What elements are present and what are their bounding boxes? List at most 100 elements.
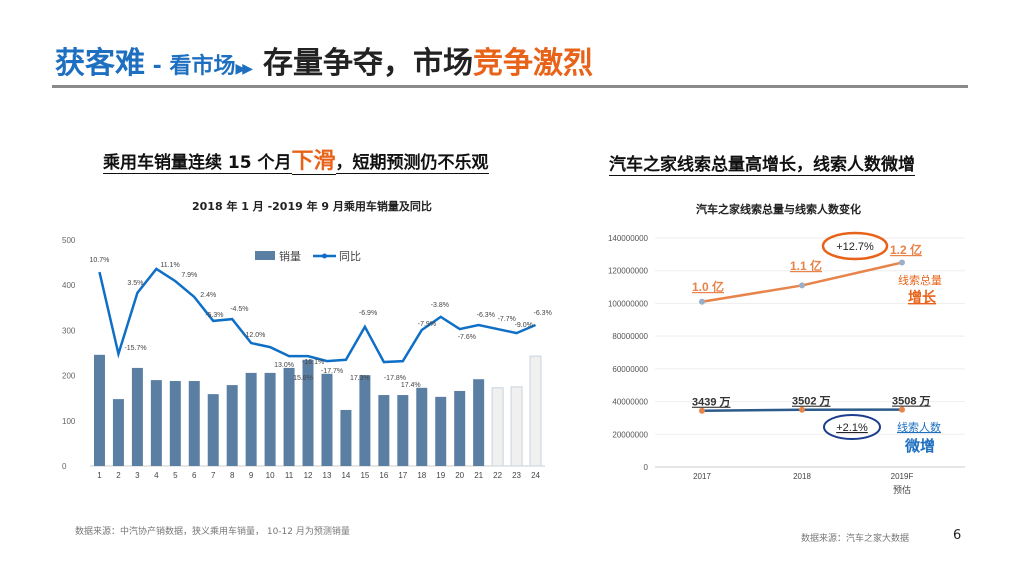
left-chart-title: 2018 年 1 月 -2019 年 9 月乘用车销量及同比 [192,200,432,213]
x-tick-label: 19 [436,471,445,480]
data-label-yoy: 10.7% [89,257,109,264]
x-tick-label: 11 [285,471,294,480]
data-label-yoy: 15.8% [293,375,313,382]
x-tick-label: 4 [154,471,159,480]
bar-sales [245,372,257,466]
bar-sales [264,372,276,466]
data-label: 1.1 亿 [790,258,822,273]
left-heading: 乘用车销量连续 15 个月下滑，短期预测仍不乐观 [103,149,533,175]
data-label-yoy: -4.5% [230,306,248,313]
x-tick-label: 2019F [891,472,914,481]
x-tick-label: 18 [417,471,426,480]
left-footnote: 数据来源：中汽协产销数据，狭义乘用车销量， 10-12 月为预测销量 [75,527,350,537]
double-arrow-icon: ▶▶ [235,61,252,77]
y-tick-label: 60000000 [612,365,648,374]
data-label-yoy: -17.7% [321,368,343,375]
bar-sales [188,381,200,466]
data-label-yoy: -15.7% [124,345,146,352]
x-tick-label: 10 [266,471,275,480]
bar-sales [93,354,105,466]
y-tick-label: 120000000 [608,267,649,276]
x-tick-label: 6 [192,471,197,480]
x-tick-label: 2018 [793,472,811,481]
data-label-yoy: 17.3% [350,375,370,382]
data-label: 3508 万 [892,395,931,408]
x-tick-label: 16 [379,471,388,480]
y-tick-label: 100 [62,417,76,426]
slide-title: 获客难 - 看市场▶▶ 存量争夺，市场竞争激烈 [55,38,593,82]
right-chart-title: 汽车之家线索总量与线索人数变化 [696,203,861,216]
data-label: 3439 万 [692,396,731,409]
data-label-yoy: -5.3% [205,312,223,319]
bar-sales [131,367,143,466]
data-label: 1.0 亿 [692,279,724,294]
page-number: 6 [953,528,962,543]
title-part3: 存量争夺，市场 [263,46,473,81]
growth-total-label: +12.7% [836,241,874,253]
x-tick-label: 21 [474,471,483,480]
data-label-yoy: -7.6% [458,334,476,341]
title-part4: 竞争激烈 [473,46,593,81]
bar-sales [340,409,352,466]
x-tick-label: 15 [360,471,369,480]
x-tick-label: 3 [135,471,140,480]
x-tick-label: 24 [531,471,540,480]
data-label: 3502 万 [792,395,831,408]
data-point [899,406,905,413]
growth-people-label: +2.1% [836,422,868,434]
data-point [899,259,905,266]
data-label-yoy: -12.0% [243,332,265,339]
bar-sales [473,379,485,466]
y-tick-label: 80000000 [612,332,648,341]
y-tick-label: 40000000 [612,398,648,407]
highlight-ellipse-people [823,414,881,440]
data-label-yoy: -3.8% [431,302,449,309]
title-part1: 获客难 [55,46,145,81]
data-label-yoy: -9.0% [515,322,533,329]
annotation-total-1: 线索总量 [898,273,942,287]
bar-sales [416,387,428,466]
data-label-yoy: -17.8% [384,375,406,382]
bar-sales [397,395,409,466]
bar-sales [169,381,181,466]
y-tick-label: 100000000 [608,299,649,308]
bar-sales [226,385,238,466]
annotation-people-2: 微增 [904,437,935,455]
data-point [799,282,805,289]
y-tick-label: 400 [62,281,76,290]
data-label-yoy: 3.5% [127,280,143,287]
y-tick-label: 300 [62,326,76,335]
title-part2: - 看市场 [145,54,236,79]
line-yoy [98,267,537,364]
x-sublabel: 预估 [893,484,911,495]
annotation-people-1: 线索人数 [897,420,941,434]
y-tick-label: 500 [62,236,76,245]
title-divider [52,85,968,88]
legend-marker-yoy [322,253,327,259]
data-label-yoy: 11.1% [160,262,179,269]
data-label: 1.2 亿 [890,242,922,257]
annotation-total-2: 增长 [908,289,937,305]
y-tick-label: 20000000 [612,430,648,439]
data-point [699,407,705,414]
data-label-yoy: 2.4% [200,292,216,299]
bar-sales [378,395,390,466]
data-label-yoy: 7.9% [181,272,197,279]
x-tick-label: 7 [211,471,216,480]
x-tick-label: 17 [398,471,407,480]
legend-label-sales: 销量 [279,249,301,263]
right-heading: 汽车之家线索总量高增长，线索人数微增 [609,150,915,176]
bar-sales [150,380,162,466]
x-tick-label: 2017 [693,472,711,481]
bar-sales [435,396,447,466]
data-label-yoy: 13.0% [274,362,294,369]
bar-sales [112,399,124,466]
data-label-yoy: 17.4% [401,382,421,389]
bar-sales [454,390,466,466]
right-footnote: 数据来源：汽车之家大数据 [801,534,910,544]
x-tick-label: 5 [173,471,178,480]
x-tick-label: 20 [455,471,464,480]
y-tick-label: 200 [62,372,76,381]
data-label-yoy: -6.3% [477,312,495,319]
